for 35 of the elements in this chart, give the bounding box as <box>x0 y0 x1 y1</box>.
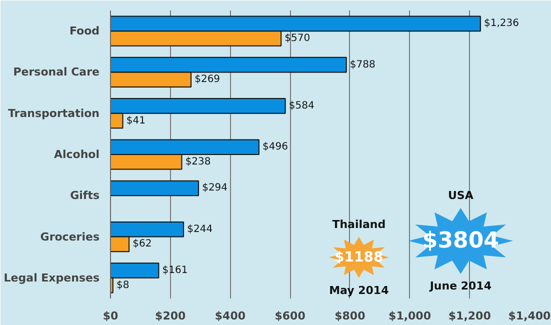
data-label: $294 <box>202 182 228 194</box>
y-tick-label: Gifts <box>70 189 100 202</box>
data-label: $1,236 <box>484 18 520 30</box>
data-label: $788 <box>350 59 376 70</box>
x-tick-label: $1,400 <box>508 310 551 322</box>
x-tick-label: $400 <box>214 310 246 322</box>
data-label: $570 <box>284 32 310 44</box>
y-tick-label: Food <box>69 24 100 38</box>
data-label: $8 <box>116 280 130 291</box>
x-tick-label: $1,000 <box>388 310 432 322</box>
data-label: $244 <box>187 224 213 235</box>
annotation: USA <box>448 189 474 202</box>
annotation: May 2014 <box>329 284 390 297</box>
annotation: $1188 <box>334 249 384 266</box>
data-label: $269 <box>194 74 220 86</box>
annotation: $3804 <box>422 228 499 254</box>
data-label: $161 <box>162 265 188 276</box>
data-label: $238 <box>185 156 211 168</box>
y-tick-label: Alcohol <box>54 148 100 161</box>
data-label: $62 <box>132 238 152 250</box>
x-tick-label: $1,200 <box>448 310 492 322</box>
annotation: June 2014 <box>428 280 492 293</box>
x-tick-label: $200 <box>155 310 186 322</box>
y-tick-label: Groceries <box>40 230 100 244</box>
annotation: Thailand <box>332 218 386 231</box>
y-tick-label: Personal Care <box>13 66 100 79</box>
bar <box>110 180 199 196</box>
data-label: $496 <box>262 142 288 153</box>
y-tick-label: Legal Expenses <box>4 271 100 284</box>
y-tick-label: Transportation <box>8 106 100 120</box>
data-label: $41 <box>126 115 146 126</box>
data-label: $584 <box>288 100 314 112</box>
x-tick-label: $600 <box>274 310 306 322</box>
x-tick-label: $0 <box>102 310 118 322</box>
x-tick-label: $800 <box>334 310 366 322</box>
